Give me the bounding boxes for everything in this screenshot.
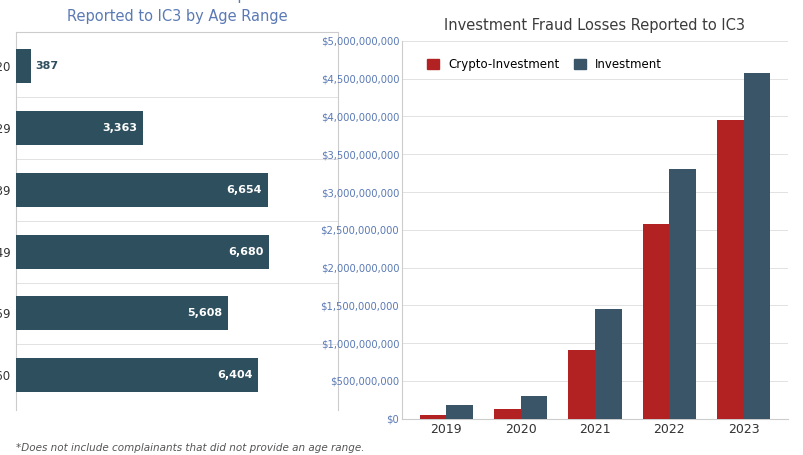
Text: 6,404: 6,404 (217, 370, 252, 380)
Bar (16, 358, 258, 392)
Bar (16, 111, 143, 145)
Bar (642, 224, 668, 419)
Bar (520, 396, 547, 419)
Legend: Crypto-Investment, Investment: Crypto-Investment, Investment (426, 58, 662, 71)
Bar (446, 405, 472, 419)
Text: 387: 387 (35, 61, 59, 71)
Bar (16, 235, 268, 268)
Bar (16, 49, 31, 83)
Title: *2023 Investment Complaints
Reported to IC3 by Age Range: *2023 Investment Complaints Reported to … (67, 0, 287, 24)
Bar (493, 409, 520, 419)
Bar (594, 309, 621, 419)
Bar (568, 350, 594, 419)
Bar (716, 120, 743, 419)
Text: *Does not include complainants that did not provide an age range.: *Does not include complainants that did … (16, 443, 364, 453)
Bar (743, 73, 769, 419)
Bar (16, 173, 267, 207)
Text: 5,608: 5,608 (187, 308, 222, 318)
Bar (16, 297, 228, 330)
Bar (419, 415, 446, 419)
Bar (668, 169, 695, 419)
Text: 3,363: 3,363 (103, 123, 137, 133)
Title: Investment Fraud Losses Reported to IC3: Investment Fraud Losses Reported to IC3 (444, 18, 744, 33)
Text: 6,680: 6,680 (227, 247, 263, 257)
Text: 6,654: 6,654 (226, 185, 262, 195)
